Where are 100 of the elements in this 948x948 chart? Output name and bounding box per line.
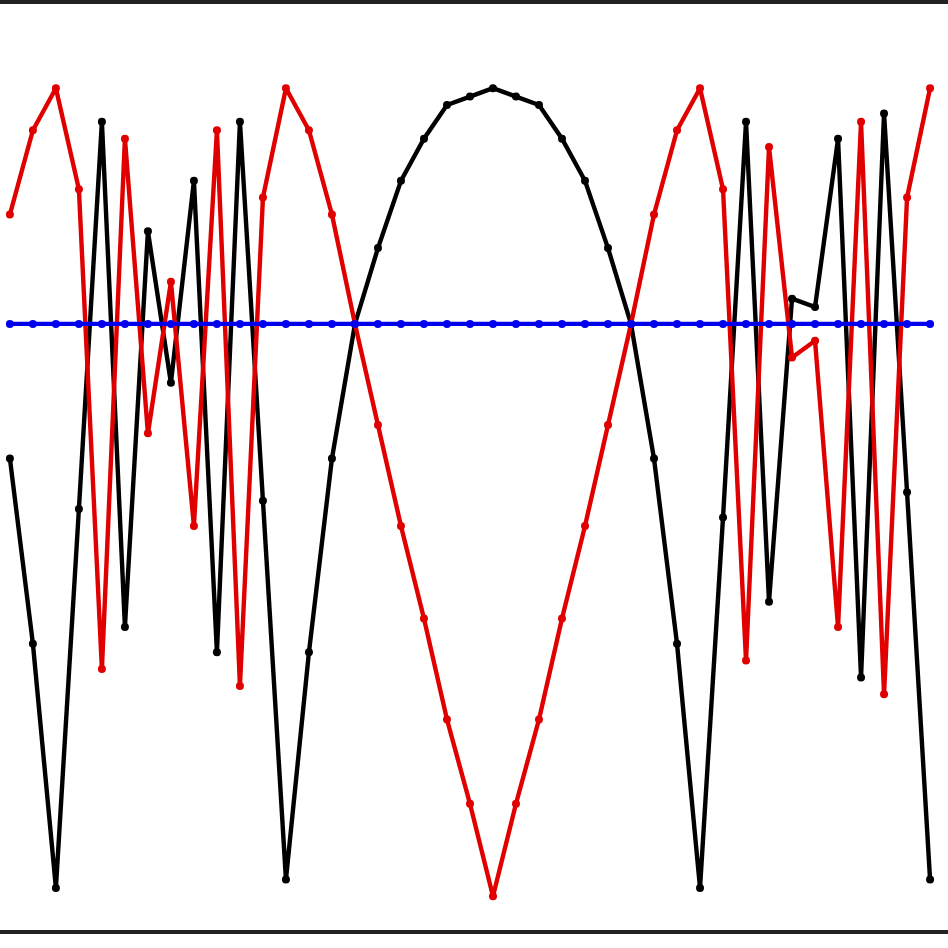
- point: [558, 134, 566, 143]
- point: [5, 210, 14, 219]
- point: [373, 319, 382, 328]
- point: [258, 319, 267, 328]
- point: [788, 353, 797, 362]
- point: [166, 378, 175, 387]
- point: [857, 117, 866, 126]
- point: [189, 521, 198, 530]
- point: [97, 117, 106, 126]
- point: [74, 319, 83, 328]
- point: [903, 319, 912, 328]
- point: [143, 429, 152, 438]
- point: [488, 319, 497, 328]
- point: [742, 319, 751, 328]
- point: [166, 277, 175, 286]
- point: [166, 319, 175, 328]
- point: [120, 319, 129, 328]
- point: [51, 883, 60, 892]
- point: [604, 420, 612, 429]
- point: [811, 319, 820, 328]
- point: [258, 193, 267, 202]
- point: [719, 513, 728, 522]
- point: [488, 892, 497, 901]
- point: [834, 622, 843, 631]
- point: [373, 244, 382, 253]
- point: [465, 799, 474, 808]
- point: [212, 319, 221, 328]
- point: [120, 622, 129, 631]
- point: [28, 319, 37, 328]
- point: [880, 319, 889, 328]
- point: [5, 454, 14, 463]
- point: [604, 244, 612, 253]
- point: [189, 319, 198, 328]
- point: [880, 690, 889, 699]
- point: [373, 420, 382, 429]
- point: [442, 101, 451, 110]
- point: [834, 319, 843, 328]
- point: [765, 143, 774, 152]
- point: [51, 319, 60, 328]
- point: [926, 84, 935, 93]
- point: [719, 185, 728, 194]
- point: [488, 84, 497, 93]
- point: [903, 193, 912, 202]
- point: [742, 656, 751, 665]
- point: [74, 185, 83, 194]
- point: [442, 319, 451, 328]
- point: [442, 715, 451, 724]
- point: [396, 521, 405, 530]
- point: [396, 319, 405, 328]
- point: [834, 134, 843, 143]
- point: [419, 134, 428, 143]
- point: [811, 303, 820, 312]
- point: [696, 883, 705, 892]
- point: [212, 126, 221, 135]
- point: [857, 319, 866, 328]
- point: [534, 319, 543, 328]
- point: [511, 319, 520, 328]
- point: [143, 227, 152, 236]
- point: [719, 319, 728, 328]
- point: [511, 799, 520, 808]
- point: [742, 117, 751, 126]
- point: [926, 875, 935, 884]
- point: [97, 319, 106, 328]
- point: [811, 336, 820, 345]
- point: [419, 614, 428, 623]
- point: [650, 454, 658, 463]
- point: [120, 134, 129, 143]
- point: [880, 109, 889, 118]
- point: [97, 665, 106, 674]
- point: [650, 210, 658, 219]
- point: [304, 319, 313, 328]
- point: [581, 521, 589, 530]
- point: [28, 639, 37, 648]
- point: [304, 126, 313, 135]
- point: [465, 92, 474, 101]
- point: [281, 84, 290, 93]
- point: [28, 126, 37, 135]
- point: [235, 319, 244, 328]
- point: [465, 319, 474, 328]
- point: [235, 681, 244, 690]
- point: [327, 210, 336, 219]
- point: [327, 319, 336, 328]
- point: [788, 319, 797, 328]
- point: [534, 101, 543, 110]
- point: [419, 319, 428, 328]
- point: [304, 648, 313, 657]
- point: [673, 126, 682, 135]
- point: [765, 319, 774, 328]
- point: [903, 488, 912, 497]
- point: [534, 715, 543, 724]
- point: [926, 319, 935, 328]
- point: [673, 639, 682, 648]
- point: [281, 319, 290, 328]
- point: [581, 176, 589, 185]
- point: [511, 92, 520, 101]
- point: [857, 673, 866, 682]
- point: [327, 454, 336, 463]
- point: [5, 319, 14, 328]
- point: [788, 294, 797, 303]
- point: [143, 319, 152, 328]
